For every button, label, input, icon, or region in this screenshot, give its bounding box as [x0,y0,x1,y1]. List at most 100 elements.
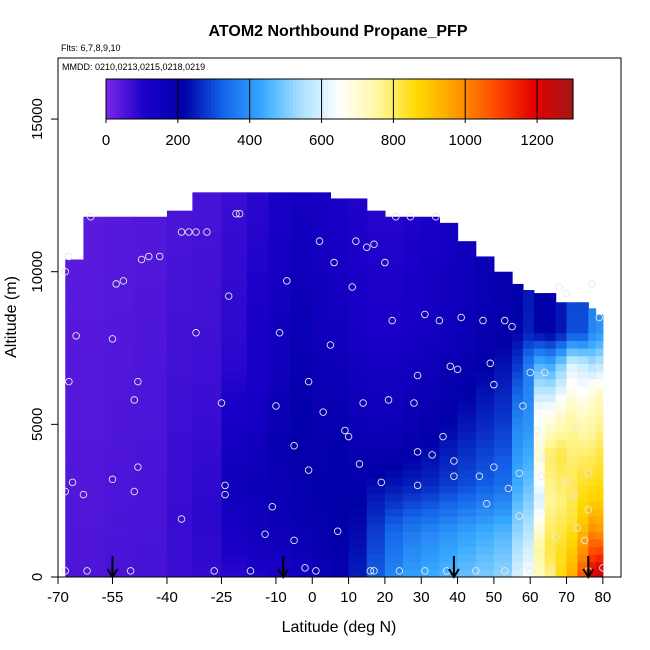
heatmap-cell [348,294,368,303]
heatmap-cell [533,454,546,464]
colorbar-swatch [199,79,204,119]
heatmap-cell [65,348,85,357]
heatmap-cell [312,500,332,509]
heatmap-cell [439,317,459,326]
colorbar-swatch [265,79,271,119]
heatmap-cell [246,447,270,456]
heatmap-cell [166,447,193,456]
heatmap-cell [192,294,223,303]
heatmap-cell [65,294,85,303]
heatmap-cell [312,302,332,311]
heatmap-cell [522,340,535,349]
heatmap-cell [533,409,546,418]
colorbar-swatch [518,79,524,119]
heatmap-cell [166,264,193,273]
heatmap-cell [533,317,546,326]
heatmap-cell [348,370,368,380]
heatmap-cell [512,546,524,555]
heatmap-cell [457,355,477,364]
heatmap-cell [166,401,193,410]
heatmap-cell [330,241,350,250]
heatmap-cell [533,462,546,471]
heatmap-cell [439,386,459,395]
heatmap-cell [522,546,535,555]
heatmap-cell [421,523,440,532]
heatmap-cell [533,500,546,509]
heatmap-cell [403,386,422,395]
heatmap-cell [403,538,422,548]
heatmap-cell [533,363,546,372]
heatmap-cell [83,279,106,288]
heatmap-cell [384,340,404,349]
heatmap-cell [439,538,459,548]
x-tick-label: 40 [449,589,466,606]
heatmap-cell [533,355,546,364]
heatmap-cell [366,424,386,433]
heatmap-cell [366,431,386,441]
heatmap-cell [366,279,386,288]
heatmap-cell [403,241,422,250]
heatmap-cell [555,340,568,349]
heatmap-cell [522,302,535,311]
heatmap-cell [475,531,495,540]
heatmap-cell [588,431,597,441]
heatmap-cell [439,393,459,403]
heatmap-cell [246,279,270,288]
heatmap-cell [268,424,292,433]
heatmap-cell [312,348,332,357]
heatmap-cell [421,470,440,479]
heatmap-cell [134,256,168,265]
heatmap-cell [595,477,604,487]
sample-point [482,499,491,508]
heatmap-cell [475,340,495,349]
colorbar-swatch [234,79,239,119]
colorbar-swatch [323,79,329,119]
heatmap-cell [533,531,546,540]
heatmap-cell [290,447,313,456]
colorbar-swatch [172,79,177,119]
heatmap-cell [403,523,422,532]
heatmap-cell [268,248,292,258]
heatmap-cell [522,401,535,410]
heatmap-cell [512,378,524,387]
colorbar-swatch [320,79,325,119]
heatmap-cell [475,439,495,448]
heatmap-cell [555,500,568,509]
heatmap-cell [246,523,270,532]
heatmap-cell [544,293,557,296]
heatmap-cell [290,546,313,555]
colorbar-swatch [545,79,551,119]
heatmap-cell [290,431,313,441]
sample-point [330,258,338,267]
heatmap-cell [268,233,292,242]
heatmap-cell [522,378,535,387]
colorbar-tick-label: 400 [237,132,262,149]
heatmap-cell [588,561,597,570]
heatmap-cell [566,454,579,464]
heatmap-cell [134,477,168,487]
heatmap-cell [290,233,313,242]
heatmap-cell [348,569,368,577]
heatmap-cell [105,241,135,250]
heatmap-cell [65,554,85,563]
heatmap-cell [595,485,604,494]
heatmap-cell [493,378,513,387]
sample-point [355,460,364,468]
heatmap-cell [544,462,557,471]
heatmap-cell [475,386,495,395]
heatmap-cell [544,554,557,563]
colorbar-swatch [460,79,465,119]
heatmap-cell [475,538,495,548]
heatmap-cell [595,431,604,441]
heatmap-cell [544,561,557,570]
colorbar-swatch [429,79,434,119]
heatmap-cell [246,546,270,555]
heatmap-cell [166,363,193,372]
sample-point [319,408,327,416]
heatmap-cell [166,515,193,525]
sample-point [395,567,404,575]
heatmap-cell [595,416,604,425]
sample-point [584,506,593,514]
heatmap-cell [533,470,546,479]
heatmap-cell [384,508,404,517]
